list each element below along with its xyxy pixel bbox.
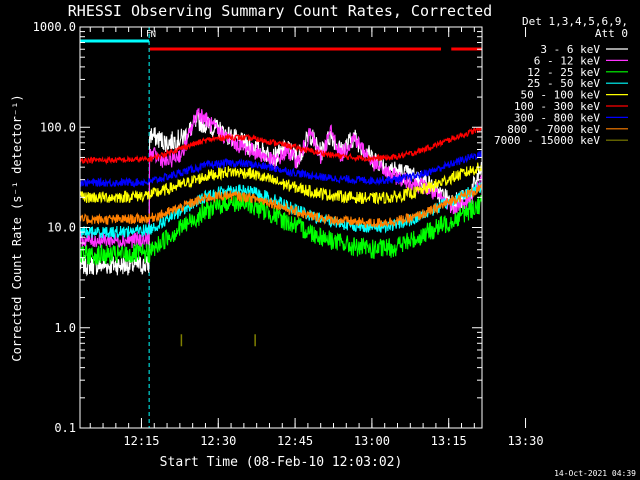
legend-entry-label: 100 - 300 keV <box>514 100 600 113</box>
series-line-12-to-25kev <box>80 193 482 266</box>
legend-entry-label: 12 - 25 keV <box>527 66 600 79</box>
legend-entry-label: 800 - 7000 keV <box>507 123 600 136</box>
axes: 0.1 1.0 10.0 100.0 1000.0 12:15 12:30 12:45 13:0… <box>33 20 544 448</box>
legend-entry-label: 300 - 800 keV <box>514 111 600 124</box>
legend-title-line-2: Att 0 <box>595 27 628 40</box>
legend-entry-label: 50 - 100 keV <box>521 89 601 102</box>
timestamp-footer: 14-Oct-2021 04:39 <box>554 469 636 478</box>
series-line-800-to-7000kev <box>80 183 482 229</box>
chart-title: RHESSI Observing Summary Count Rates, Co… <box>68 2 492 20</box>
series-line-25-to-50kev <box>80 181 482 240</box>
flag-letter-n: N <box>151 30 156 40</box>
x-tick-label: 13:30 <box>507 434 543 448</box>
legend-entry-label: 25 - 50 keV <box>527 77 600 90</box>
flag-letter-f: F <box>146 30 151 40</box>
legend-entry-label: 7000 - 15000 keV <box>494 134 600 147</box>
y-axis-label: Corrected Count Rate (s⁻¹ detector⁻¹) <box>10 94 24 361</box>
legend-entry-label: 6 - 12 keV <box>534 54 601 67</box>
legend-entry-label: 3 - 6 keV <box>540 43 600 56</box>
series-line-300-to-800kev <box>80 150 482 188</box>
plot-area: NF <box>80 27 482 428</box>
x-tick-label: 12:15 <box>123 434 159 448</box>
x-tick-label: 12:45 <box>277 434 313 448</box>
y-tick-label: 1000.0 <box>33 20 76 34</box>
series-line-100-to-300kev <box>80 126 482 166</box>
x-tick-label: 13:00 <box>354 434 390 448</box>
y-tick-label: 10.0 <box>47 221 76 235</box>
y-tick-label: 1.0 <box>54 321 76 335</box>
y-tick-label: 0.1 <box>54 421 76 435</box>
legend-title-line-1: Det 1,3,4,5,6,9, <box>522 15 628 28</box>
x-tick-label: 12:30 <box>200 434 236 448</box>
x-tick-label: 13:15 <box>431 434 467 448</box>
y-tick-label: 100.0 <box>40 120 76 134</box>
x-axis-label: Start Time (08-Feb-10 12:03:02) <box>160 455 403 470</box>
